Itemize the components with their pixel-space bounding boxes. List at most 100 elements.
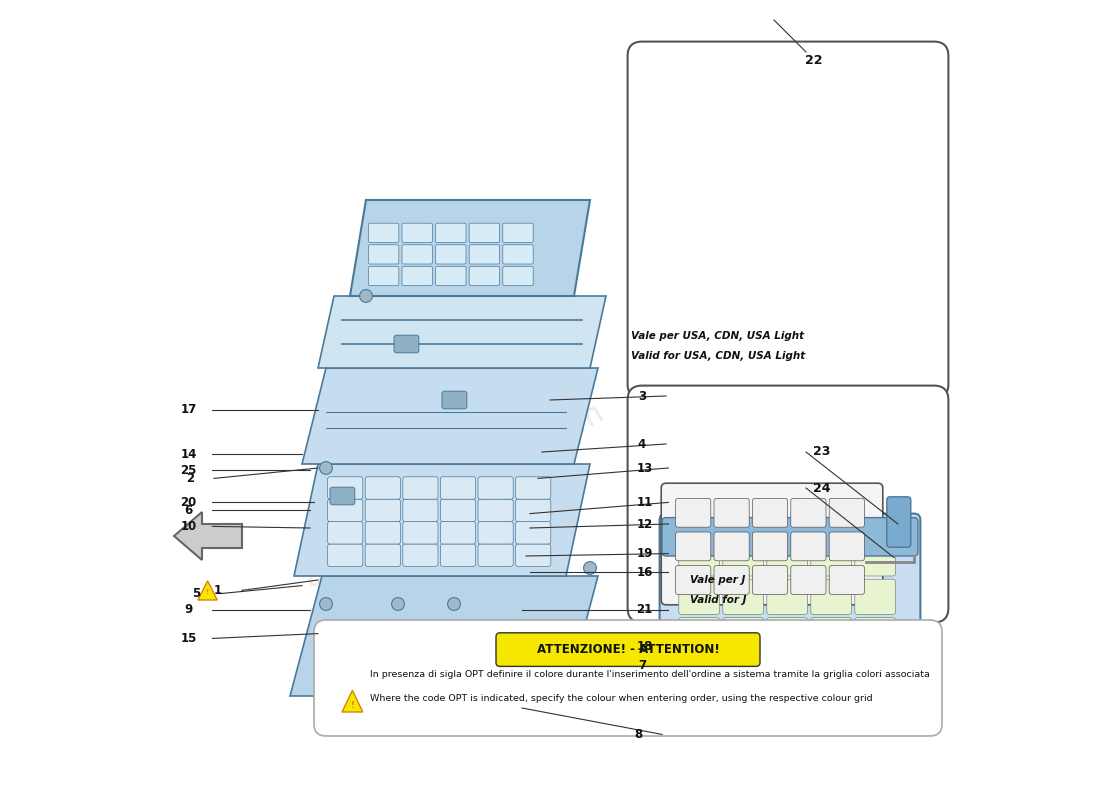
Text: 23: 23 [813,446,830,458]
FancyBboxPatch shape [516,544,551,566]
FancyBboxPatch shape [752,566,788,594]
FancyBboxPatch shape [402,266,432,286]
FancyBboxPatch shape [440,499,475,522]
FancyBboxPatch shape [714,566,749,594]
FancyBboxPatch shape [440,522,475,544]
Text: 21: 21 [636,603,652,616]
FancyBboxPatch shape [403,477,438,499]
Text: 10: 10 [180,520,197,533]
Text: !: ! [351,701,354,710]
Polygon shape [198,581,217,600]
Text: 14: 14 [180,448,197,461]
FancyBboxPatch shape [767,541,807,576]
Text: 12: 12 [636,518,652,530]
Text: 5: 5 [192,587,200,600]
FancyBboxPatch shape [402,223,432,242]
FancyBboxPatch shape [791,498,826,527]
FancyBboxPatch shape [328,477,363,499]
FancyBboxPatch shape [478,499,514,522]
FancyBboxPatch shape [829,532,865,561]
FancyBboxPatch shape [855,618,895,653]
FancyBboxPatch shape [829,566,865,594]
FancyBboxPatch shape [436,223,466,242]
FancyBboxPatch shape [660,514,921,702]
FancyBboxPatch shape [679,656,719,691]
FancyBboxPatch shape [723,579,763,614]
Text: 18: 18 [636,640,652,653]
FancyBboxPatch shape [503,223,534,242]
Circle shape [584,562,596,574]
FancyBboxPatch shape [368,223,399,242]
FancyBboxPatch shape [723,541,763,576]
FancyBboxPatch shape [723,618,763,653]
Text: 11: 11 [636,496,652,509]
FancyBboxPatch shape [436,245,466,264]
Text: 9: 9 [185,603,192,616]
FancyBboxPatch shape [811,656,851,691]
FancyBboxPatch shape [791,566,826,594]
Polygon shape [318,296,606,368]
FancyBboxPatch shape [330,487,355,505]
FancyBboxPatch shape [752,532,788,561]
FancyBboxPatch shape [365,522,400,544]
Text: 2: 2 [186,472,194,485]
Text: In presenza di sigla OPT definire il colore durante l'inserimento dell'ordine a : In presenza di sigla OPT definire il col… [370,670,929,679]
FancyBboxPatch shape [365,544,400,566]
Polygon shape [350,200,590,296]
Text: 8: 8 [634,728,642,741]
FancyBboxPatch shape [855,656,895,691]
Circle shape [448,598,461,610]
FancyBboxPatch shape [628,42,948,398]
FancyBboxPatch shape [887,497,911,547]
Text: 17: 17 [180,403,197,416]
FancyBboxPatch shape [723,656,763,691]
FancyBboxPatch shape [365,499,400,522]
Text: 25: 25 [180,464,197,477]
FancyBboxPatch shape [679,618,719,653]
Circle shape [392,598,405,610]
FancyBboxPatch shape [314,620,942,736]
FancyBboxPatch shape [470,223,499,242]
FancyBboxPatch shape [470,245,499,264]
FancyBboxPatch shape [767,579,807,614]
Text: 3: 3 [638,390,646,402]
Text: 7: 7 [638,659,646,672]
FancyBboxPatch shape [368,266,399,286]
FancyBboxPatch shape [767,618,807,653]
FancyBboxPatch shape [478,522,514,544]
FancyBboxPatch shape [628,386,948,622]
FancyBboxPatch shape [436,266,466,286]
FancyBboxPatch shape [811,541,851,576]
Text: Vale per USA, CDN, USA Light: Vale per USA, CDN, USA Light [631,331,804,341]
Text: Valid for J: Valid for J [690,595,746,605]
FancyBboxPatch shape [328,544,363,566]
FancyBboxPatch shape [496,633,760,666]
FancyBboxPatch shape [368,245,399,264]
FancyBboxPatch shape [516,477,551,499]
Text: 4: 4 [638,438,646,450]
Text: 13: 13 [636,462,652,474]
Circle shape [320,598,332,610]
FancyBboxPatch shape [394,335,419,353]
FancyBboxPatch shape [811,579,851,614]
FancyBboxPatch shape [791,532,826,561]
FancyBboxPatch shape [402,245,432,264]
FancyBboxPatch shape [675,566,711,594]
FancyBboxPatch shape [478,544,514,566]
Text: ATTENZIONE! - ATTENTION!: ATTENZIONE! - ATTENTION! [537,643,719,656]
Text: 16: 16 [636,566,652,578]
FancyBboxPatch shape [675,532,711,561]
FancyBboxPatch shape [403,544,438,566]
Text: 22: 22 [805,54,823,66]
Text: a parts4run parts.com: a parts4run parts.com [299,398,608,594]
FancyBboxPatch shape [442,391,466,409]
FancyBboxPatch shape [662,518,918,556]
Circle shape [487,702,500,714]
Text: !: ! [206,589,209,595]
FancyBboxPatch shape [661,483,883,605]
Text: Vale per J: Vale per J [691,575,746,585]
FancyBboxPatch shape [679,579,719,614]
FancyBboxPatch shape [328,499,363,522]
FancyBboxPatch shape [403,499,438,522]
Polygon shape [302,368,598,464]
